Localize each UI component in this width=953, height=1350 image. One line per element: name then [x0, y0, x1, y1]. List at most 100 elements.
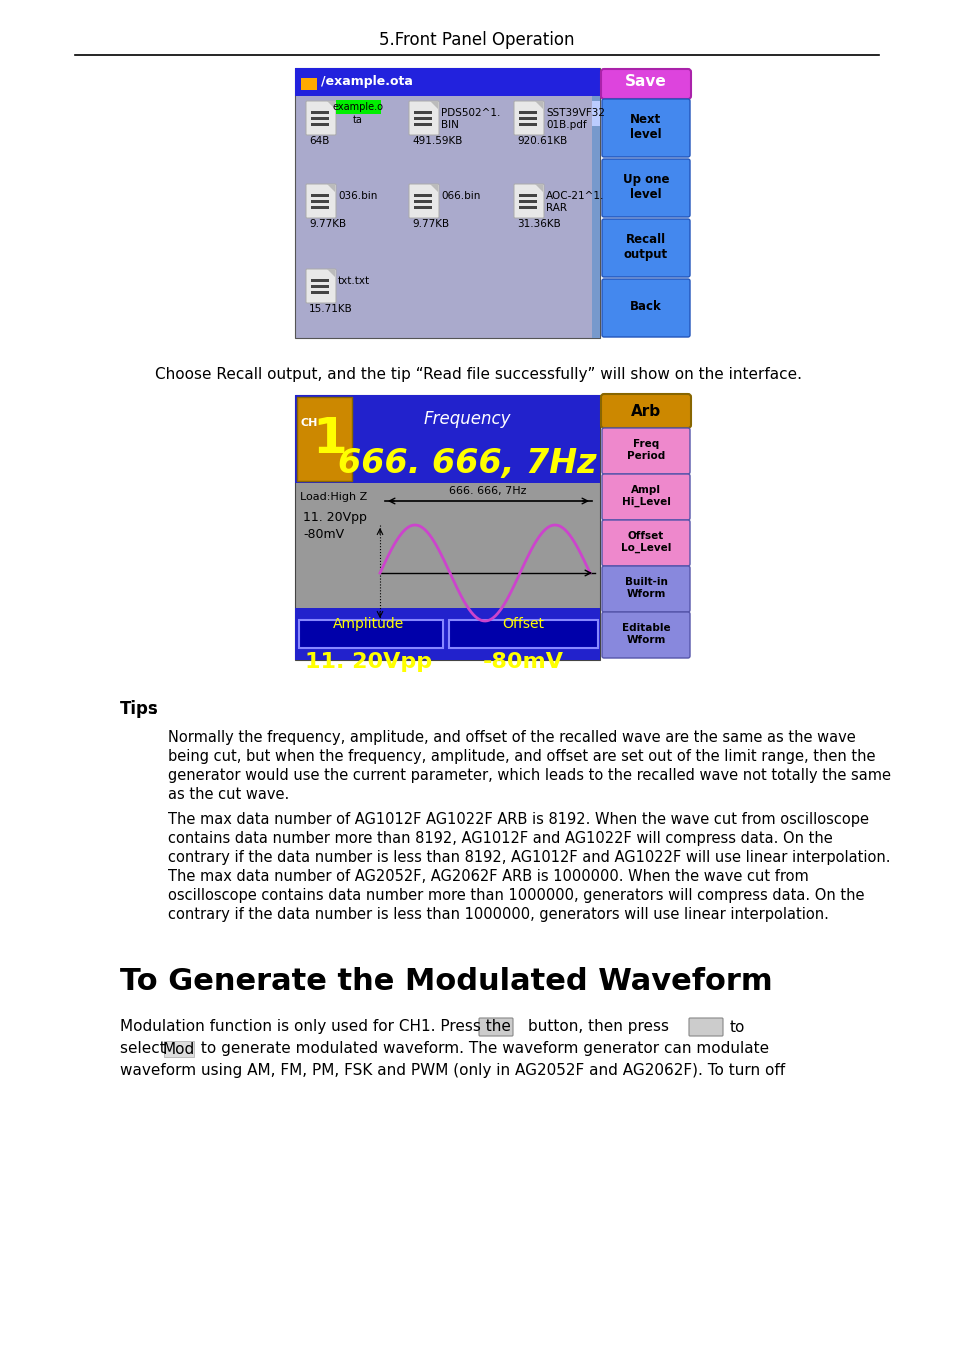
Text: 9.77KB: 9.77KB [309, 219, 346, 230]
Text: 1: 1 [313, 414, 347, 463]
Bar [414, 194, 432, 197]
Bar [414, 117, 432, 120]
Text: The max data number of AG2052F, AG2062F ARB is 1000000. When the wave cut from: The max data number of AG2052F, AG2062F … [168, 869, 808, 884]
Bar [311, 123, 329, 126]
Text: -80mV: -80mV [482, 652, 563, 672]
Bar [311, 292, 329, 294]
Bar [335, 100, 380, 113]
Polygon shape [327, 269, 335, 277]
Text: generator would use the current parameter, which leads to the recalled wave not : generator would use the current paramete… [168, 768, 890, 783]
Bar [301, 78, 316, 90]
Text: SST39VF32
01B.pdf: SST39VF32 01B.pdf [545, 108, 604, 130]
Text: -80mV: -80mV [303, 528, 344, 541]
FancyBboxPatch shape [688, 1018, 722, 1035]
Text: select: select [120, 1041, 171, 1056]
Text: 920.61KB: 920.61KB [517, 136, 567, 146]
Text: being cut, but when the frequency, amplitude, and offset are set out of the limi: being cut, but when the frequency, ampli… [168, 749, 875, 764]
Text: Offset
Lo_Level: Offset Lo_Level [620, 531, 671, 554]
Text: contrary if the data number is less than 1000000, generators will use linear int: contrary if the data number is less than… [168, 907, 828, 922]
Bar [311, 111, 329, 113]
Text: To Generate the Modulated Waveform: To Generate the Modulated Waveform [120, 968, 772, 996]
FancyBboxPatch shape [514, 184, 543, 217]
FancyBboxPatch shape [601, 159, 689, 217]
Polygon shape [535, 184, 542, 192]
Text: contains data number more than 8192, AG1012F and AG1022F will compress data. On : contains data number more than 8192, AG1… [168, 832, 832, 846]
Bar [311, 207, 329, 209]
Text: Built-in
Wform: Built-in Wform [624, 578, 667, 599]
Text: 666. 666, 7Hz: 666. 666, 7Hz [449, 486, 526, 495]
Text: 666. 666, 7Hz: 666. 666, 7Hz [337, 447, 596, 479]
Text: Mod: Mod [163, 1041, 195, 1057]
Bar [414, 207, 432, 209]
Text: Recall
output: Recall output [623, 234, 667, 261]
Bar [296, 397, 352, 481]
Text: Next
level: Next level [630, 113, 661, 140]
Text: The max data number of AG1012F AG1022F ARB is 8192. When the wave cut from oscil: The max data number of AG1012F AG1022F A… [168, 811, 868, 828]
Text: PDS502^1.
BIN: PDS502^1. BIN [440, 108, 500, 130]
Bar [294, 396, 599, 660]
Bar [294, 396, 599, 483]
Text: 31.36KB: 31.36KB [517, 219, 560, 230]
Bar [311, 194, 329, 197]
Bar [311, 285, 329, 288]
Bar [592, 96, 599, 338]
FancyBboxPatch shape [306, 269, 335, 302]
Text: example.o: example.o [333, 103, 383, 112]
Text: Arb: Arb [630, 404, 660, 418]
FancyBboxPatch shape [514, 101, 543, 135]
Bar [414, 200, 432, 202]
Text: :: : [152, 701, 157, 718]
Text: 491.59KB: 491.59KB [412, 136, 462, 146]
Bar [518, 200, 537, 202]
Bar [164, 1041, 193, 1057]
Text: AOC-21^1.
RAR: AOC-21^1. RAR [545, 190, 604, 212]
Text: Editable
Wform: Editable Wform [621, 624, 670, 645]
Text: Normally the frequency, amplitude, and offset of the recalled wave are the same : Normally the frequency, amplitude, and o… [168, 730, 855, 745]
Text: Load:High Z: Load:High Z [299, 491, 367, 502]
Text: 64B: 64B [309, 136, 329, 146]
Bar [518, 194, 537, 197]
Text: as the cut wave.: as the cut wave. [168, 787, 289, 802]
FancyBboxPatch shape [409, 101, 438, 135]
Bar [592, 101, 599, 126]
FancyBboxPatch shape [409, 184, 438, 217]
Bar [518, 117, 537, 120]
Text: oscilloscope contains data number more than 1000000, generators will compress da: oscilloscope contains data number more t… [168, 888, 863, 903]
Text: contrary if the data number is less than 8192, AG1012F and AG1022F will use line: contrary if the data number is less than… [168, 850, 889, 865]
Text: /example.ota: /example.ota [320, 76, 413, 89]
FancyBboxPatch shape [601, 474, 689, 520]
Text: CH: CH [300, 418, 317, 428]
Polygon shape [430, 184, 437, 192]
Text: Amplitude: Amplitude [333, 617, 404, 630]
Polygon shape [327, 184, 335, 192]
Text: Offset: Offset [501, 617, 543, 630]
Text: Frequency: Frequency [423, 410, 510, 428]
FancyBboxPatch shape [601, 520, 689, 566]
Bar [298, 620, 442, 648]
Text: 11. 20Vpp: 11. 20Vpp [303, 512, 367, 525]
Text: Tips: Tips [120, 701, 158, 718]
Text: 5.Front Panel Operation: 5.Front Panel Operation [379, 31, 574, 49]
Polygon shape [535, 101, 542, 109]
Bar [449, 620, 598, 648]
FancyBboxPatch shape [600, 69, 690, 99]
Text: 9.77KB: 9.77KB [412, 219, 449, 230]
FancyBboxPatch shape [600, 394, 690, 428]
Text: txt.txt: txt.txt [337, 275, 370, 286]
Text: ta: ta [353, 115, 362, 126]
FancyBboxPatch shape [601, 428, 689, 474]
Text: 066.bin: 066.bin [440, 190, 480, 201]
Bar [294, 68, 599, 96]
Bar [518, 111, 537, 113]
FancyBboxPatch shape [306, 101, 335, 135]
Polygon shape [327, 101, 335, 109]
Text: button, then press: button, then press [527, 1019, 668, 1034]
Bar [311, 279, 329, 282]
Bar [518, 123, 537, 126]
FancyBboxPatch shape [601, 279, 689, 338]
FancyBboxPatch shape [601, 219, 689, 277]
FancyBboxPatch shape [478, 1018, 513, 1035]
Bar [294, 608, 599, 660]
Text: 15.71KB: 15.71KB [309, 304, 353, 315]
Bar [294, 68, 599, 338]
